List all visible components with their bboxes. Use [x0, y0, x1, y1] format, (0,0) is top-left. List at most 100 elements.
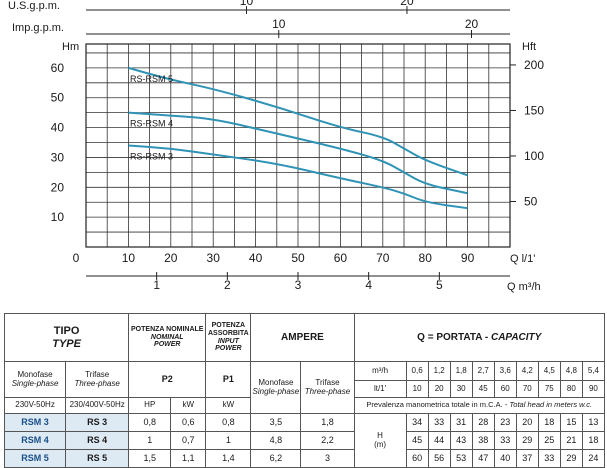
- model-mono: RSM 4: [3, 431, 67, 450]
- right-axis-label: Hft: [522, 41, 536, 53]
- lt-cell: 20: [427, 380, 451, 398]
- model-mono: RSM 3: [3, 413, 67, 432]
- model-mono: RSM 5: [3, 449, 67, 468]
- curve-rs-rsm-5: [128, 66, 468, 177]
- monofase-header: Monofase Single-phase: [3, 361, 67, 398]
- m3h-cell: 4,8: [559, 361, 583, 381]
- left-tick-label: 20: [51, 180, 65, 194]
- plot-frame: [85, 43, 511, 248]
- head-cell: 18: [581, 431, 606, 450]
- m3h-cell: 0,6: [405, 361, 429, 381]
- performance-table: TIPO TYPE POTENZA NOMINALE NOMINAL POWER PO…: [3, 313, 606, 468]
- top-us-tick-label: 20: [400, 0, 414, 8]
- lt-cell: 60: [493, 380, 517, 398]
- x-lmin-tick-label: 40: [249, 251, 263, 265]
- lt-cell: 70: [515, 380, 539, 398]
- top-us-tick-label: 10: [240, 0, 254, 8]
- top-axis-us-ticks: 10 20: [240, 0, 414, 14]
- table-row: RSM 3 RS 3 0,8 0,6 0,8 3,5 1,8 H (m) 34 3…: [3, 413, 606, 468]
- x-lmin-tick-label: 60: [334, 251, 348, 265]
- tipo-header: TIPO TYPE: [3, 313, 130, 362]
- head-cell: 25: [537, 431, 561, 450]
- head-cell: 23: [493, 413, 517, 432]
- lt-label: lt/1': [353, 380, 407, 398]
- hp-unit: HP: [128, 397, 172, 414]
- pump-performance-chart: U.S.g.p.m. 10 20 Imp.g.p.m. 10 20 Hm 60504…: [8, 0, 544, 293]
- kw-value: 0,6: [170, 413, 207, 432]
- right-tick-label: 200: [524, 58, 544, 72]
- table-row: RSM 4 RS 4 1 0,7 1 4,8 2,2 45 44 43 38 3…: [3, 431, 606, 450]
- amp-tri-value: 2,2: [300, 431, 355, 450]
- kw-value: 1,1: [170, 449, 207, 468]
- head-cell: 33: [493, 431, 517, 450]
- p2-header: P2: [128, 361, 207, 398]
- head-cell: 18: [537, 413, 561, 432]
- x-lmin-tick-label: 10: [122, 251, 136, 265]
- x-axis-lmin-label: Q l/1': [510, 253, 535, 265]
- right-tick-label: 50: [524, 194, 538, 208]
- head-label: H (m): [353, 413, 407, 468]
- head-cell: 20: [515, 413, 539, 432]
- prevalenza-label: Prevalenza manometrica totale in m.C.A. …: [353, 397, 606, 414]
- x-lmin-tick-label: 50: [291, 251, 305, 265]
- kw-p1-unit: kW: [205, 397, 252, 414]
- head-cell: 34: [405, 413, 429, 432]
- lt-cell: 30: [449, 380, 473, 398]
- left-axis-ticks: 60 50 40 30 20 10: [51, 61, 65, 224]
- x-lmin-tick-label: 90: [461, 251, 475, 265]
- top-axis-imp-ticks: 10 20: [272, 17, 478, 38]
- tri-supply: 230/400V-50Hz: [65, 397, 130, 414]
- head-cell: 28: [471, 413, 495, 432]
- x-axis-m3h-label: Q m³/h: [507, 281, 541, 293]
- model-tri: RS 3: [65, 413, 130, 432]
- x-m3h-tick-label: 3: [295, 278, 302, 292]
- head-cell: 44: [427, 431, 451, 450]
- model-tri: RS 4: [65, 431, 130, 450]
- m3h-cell: 2,7: [471, 361, 495, 381]
- potenza-nominale-header: POTENZA NOMINALE NOMINAL POWER: [128, 313, 207, 362]
- right-tick-label: 150: [524, 103, 544, 117]
- hp-value: 0,8: [128, 413, 172, 432]
- potenza-assorbita-header: POTENZA ASSORBITA INPUT POWER: [205, 313, 252, 362]
- lt-cell: 80: [559, 380, 583, 398]
- left-tick-label: 40: [51, 121, 65, 135]
- right-tick-label: 100: [524, 149, 544, 163]
- curve-label: RS-RSM 3: [130, 152, 173, 162]
- table-row: RSM 5 RS 5 1,5 1,1 1,4 6,2 3 60 56 53 47…: [3, 449, 606, 468]
- head-cell: 31: [449, 413, 473, 432]
- hp-value: 1: [128, 431, 172, 450]
- amp-tri-value: 3: [300, 449, 355, 468]
- curve-rs-rsm-3: [128, 144, 468, 210]
- hp-value: 1,5: [128, 449, 172, 468]
- p1-value: 0,8: [205, 413, 252, 432]
- head-cell: 47: [471, 449, 495, 468]
- m3h-cell: 4,5: [537, 361, 561, 381]
- mono-supply: 230V-50Hz: [3, 397, 67, 414]
- head-cell: 37: [515, 449, 539, 468]
- lt-cell: 10: [405, 380, 429, 398]
- left-tick-label: 10: [51, 210, 65, 224]
- head-cell: 43: [449, 431, 473, 450]
- kw-value: 0,7: [170, 431, 207, 450]
- left-axis-label: Hm: [62, 41, 79, 53]
- model-tri: RS 5: [65, 449, 130, 468]
- lt-cell: 45: [471, 380, 495, 398]
- amp-mono-value: 6,2: [250, 449, 302, 468]
- head-cell: 29: [559, 449, 583, 468]
- head-cell: 56: [427, 449, 451, 468]
- lt-cell: 75: [537, 380, 561, 398]
- left-tick-label: 50: [51, 91, 65, 105]
- head-cell: 33: [427, 413, 451, 432]
- amp-tri-header: Trifase Three-phase: [300, 361, 355, 414]
- x-m3h-tick-label: 4: [365, 278, 372, 292]
- top-imp-tick-label: 10: [272, 17, 286, 31]
- x-lmin-tick-label: 80: [419, 251, 433, 265]
- x-m3h-tick-label: 5: [436, 278, 443, 292]
- curve-label: RS-RSM 5: [130, 74, 173, 84]
- m3h-cell: 3,6: [493, 361, 517, 381]
- head-cell: 38: [471, 431, 495, 450]
- curve-rs-rsm-4: [128, 111, 468, 195]
- top-imp-tick-label: 20: [465, 17, 479, 31]
- right-axis-ticks: 200 150 100 50: [510, 58, 544, 208]
- left-tick-label: 60: [51, 61, 65, 75]
